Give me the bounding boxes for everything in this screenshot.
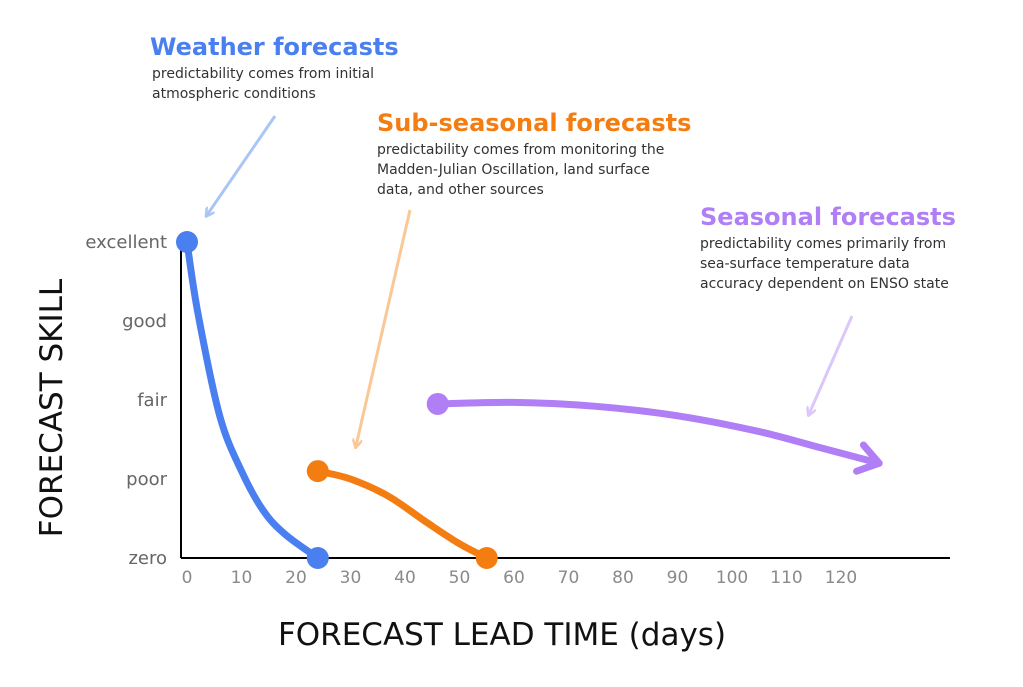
- weather-skill-curve: [183, 238, 322, 562]
- seasonal-title: Seasonal forecasts: [700, 203, 956, 231]
- x-tick-label: 90: [667, 568, 689, 588]
- y-tick-label: fair: [137, 390, 167, 411]
- seasonal-start-point: [426, 392, 449, 415]
- seasonal-annotation: Seasonal forecasts predictability comes …: [700, 203, 956, 292]
- seasonal-arrowhead: [853, 441, 883, 475]
- subseasonal-annotation: Sub-seasonal forecasts predictability co…: [377, 109, 691, 198]
- subseasonal-title: Sub-seasonal forecasts: [377, 109, 691, 137]
- x-tick-labels: 0 10 20 30 40 50 60 70 80 90 100 110 120: [182, 568, 858, 588]
- subseasonal-desc-line-3: data, and other sources: [377, 182, 544, 198]
- x-tick-label: 70: [558, 568, 580, 588]
- x-tick-label: 110: [770, 568, 802, 588]
- y-tick-label: good: [122, 311, 167, 332]
- y-tick-label: poor: [126, 469, 167, 490]
- seasonal-pointer-arrow: [809, 315, 854, 414]
- y-axis-label: FORECAST SKILL: [34, 278, 70, 537]
- seasonal-skill-curve: [434, 398, 883, 467]
- weather-desc-line-1: predictability comes from initial: [152, 66, 374, 82]
- x-axis-label: FORECAST LEAD TIME (days): [278, 617, 726, 653]
- y-tick-labels: zero poor fair good excellent: [85, 232, 167, 569]
- y-tick-label: excellent: [85, 232, 167, 253]
- subseasonal-start-point: [306, 460, 329, 483]
- series-layer: [176, 231, 883, 569]
- subseasonal-desc-line-1: predictability comes from monitoring the: [377, 142, 664, 158]
- x-tick-label: 20: [285, 568, 307, 588]
- weather-start-point: [176, 231, 198, 253]
- seasonal-desc-line-1: predictability comes primarily from: [700, 236, 946, 252]
- weather-end-point: [306, 547, 329, 569]
- subseasonal-end-point: [475, 547, 498, 569]
- x-tick-label: 80: [612, 568, 634, 588]
- x-tick-label: 30: [340, 568, 362, 588]
- weather-pointer-arrow: [207, 115, 277, 215]
- seasonal-desc-line-3: accuracy dependent on ENSO state: [700, 276, 949, 292]
- subseasonal-skill-curve: [314, 467, 491, 562]
- seasonal-desc-line-2: sea-surface temperature data: [700, 256, 910, 272]
- y-tick-label: zero: [128, 548, 167, 569]
- x-tick-label: 10: [231, 568, 253, 588]
- subseasonal-pointer-arrow: [356, 209, 412, 446]
- weather-annotation: Weather forecasts predictability comes f…: [150, 33, 399, 102]
- weather-title: Weather forecasts: [150, 33, 399, 61]
- x-tick-label: 120: [825, 568, 857, 588]
- x-tick-label: 0: [182, 568, 193, 588]
- x-tick-label: 50: [449, 568, 471, 588]
- subseasonal-desc-line-2: Madden-Julian Oscillation, land surface: [377, 162, 650, 178]
- weather-desc-line-2: atmospheric conditions: [152, 86, 316, 102]
- x-tick-label: 40: [394, 568, 416, 588]
- x-tick-label: 100: [716, 568, 748, 588]
- x-tick-label: 60: [503, 568, 525, 588]
